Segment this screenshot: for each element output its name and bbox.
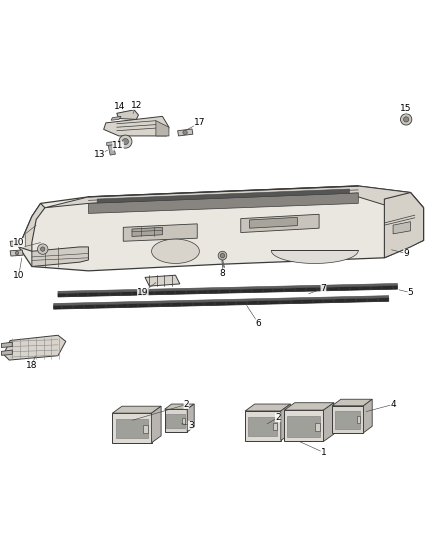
Polygon shape [123,224,197,241]
Text: 11: 11 [112,141,124,150]
Polygon shape [145,275,180,286]
Polygon shape [117,110,138,119]
Polygon shape [19,204,45,251]
Text: 7: 7 [321,284,326,293]
Polygon shape [357,416,360,423]
Polygon shape [143,425,148,433]
Text: 10: 10 [13,271,25,280]
Polygon shape [45,186,424,214]
Polygon shape [113,413,152,443]
Circle shape [183,130,187,135]
Polygon shape [152,239,199,263]
Circle shape [218,251,227,260]
Text: 12: 12 [131,101,142,110]
Polygon shape [335,411,360,429]
Polygon shape [187,404,194,432]
Polygon shape [178,129,193,136]
Polygon shape [385,192,424,258]
Polygon shape [4,335,66,360]
Polygon shape [58,286,397,297]
Polygon shape [53,298,389,309]
Polygon shape [332,399,372,406]
Polygon shape [32,247,88,266]
Polygon shape [19,186,424,271]
Polygon shape [1,342,12,348]
Circle shape [15,241,19,245]
Polygon shape [281,404,290,441]
Polygon shape [182,418,185,424]
Circle shape [38,244,48,254]
Polygon shape [248,417,277,436]
Polygon shape [152,406,161,443]
Polygon shape [245,411,281,441]
Text: 15: 15 [400,104,412,114]
Polygon shape [323,403,334,441]
Polygon shape [284,403,334,410]
Polygon shape [113,406,161,413]
Polygon shape [97,189,350,203]
Polygon shape [111,116,121,120]
Text: 10: 10 [13,238,25,247]
Polygon shape [271,251,358,263]
Text: 17: 17 [194,118,205,127]
Circle shape [119,135,132,148]
Text: 14: 14 [114,102,125,111]
Polygon shape [10,250,23,256]
Polygon shape [1,350,12,356]
Text: 6: 6 [255,319,261,328]
Circle shape [400,114,412,125]
Polygon shape [58,284,397,294]
Polygon shape [53,296,389,305]
Circle shape [220,254,225,258]
Polygon shape [165,404,194,409]
Text: 2: 2 [184,400,189,409]
Polygon shape [10,240,23,246]
Text: 19: 19 [137,288,148,297]
Polygon shape [273,423,277,430]
Circle shape [403,117,409,122]
Polygon shape [250,217,297,228]
Polygon shape [284,410,323,441]
Text: 4: 4 [390,400,396,409]
Polygon shape [116,419,148,438]
Text: 2: 2 [275,413,281,422]
Polygon shape [241,214,319,232]
Text: 5: 5 [408,288,413,297]
Text: 8: 8 [219,269,226,278]
Polygon shape [287,416,320,437]
Polygon shape [107,142,115,146]
Polygon shape [393,222,410,234]
Polygon shape [245,404,290,411]
Circle shape [41,247,45,251]
Polygon shape [156,120,169,136]
Polygon shape [165,409,187,432]
Polygon shape [88,193,358,213]
Polygon shape [166,414,185,429]
Text: 13: 13 [94,150,105,159]
Polygon shape [104,116,169,136]
Polygon shape [364,399,372,433]
Polygon shape [108,144,116,155]
Polygon shape [332,406,364,433]
Polygon shape [132,228,162,237]
Text: 1: 1 [321,448,326,457]
Text: 3: 3 [188,421,194,430]
Polygon shape [315,423,320,431]
Circle shape [122,139,128,144]
Circle shape [15,251,19,255]
Text: 9: 9 [403,249,409,258]
Text: 18: 18 [26,361,38,370]
